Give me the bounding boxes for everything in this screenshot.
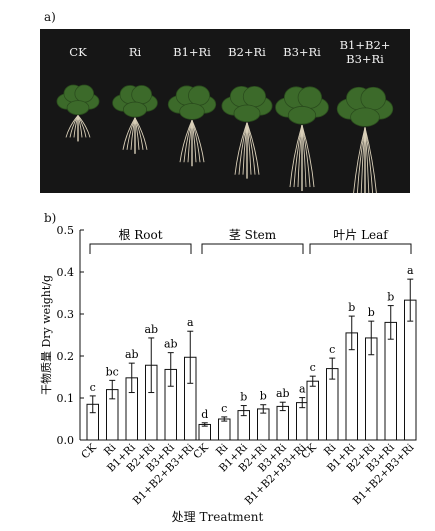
panel-b-label: b) xyxy=(44,211,57,225)
significance-letter: a xyxy=(187,316,194,329)
x-axis-title: 处理 Treatment xyxy=(171,510,264,524)
significance-letter: ab xyxy=(125,348,139,361)
y-tick-label: 0.5 xyxy=(57,224,75,237)
significance-letter: c xyxy=(90,381,96,394)
significance-letter: ab xyxy=(164,338,178,351)
plant-photo: CK Ri B1+Ri B2+Ri B3+Ri B1+B2+ B3+Ri xyxy=(40,29,410,193)
treatment-label: Ri xyxy=(128,45,142,59)
group-bracket xyxy=(89,243,192,254)
treatment-label: B1+Ri xyxy=(173,45,211,59)
bar xyxy=(218,418,231,441)
y-tick-label: 0.4 xyxy=(57,266,75,279)
treatment-label: B2+Ri xyxy=(228,45,266,59)
group-label: 茎 Stem xyxy=(229,228,277,242)
treatment-label: B1+B2+ B3+Ri xyxy=(339,38,391,66)
significance-letter: c xyxy=(329,343,335,356)
dry-weight-bar-chart: 0.0 0.1 0.2 0.3 0.4 0.5 干物质量 Dry weight/g 根 Roo… xyxy=(39,224,417,505)
significance-letter: a xyxy=(407,264,414,277)
significance-letter: c xyxy=(310,361,316,374)
bar xyxy=(306,380,319,441)
significance-letter: ab xyxy=(144,323,158,336)
treatment-label: CK xyxy=(69,45,87,59)
plant-image xyxy=(112,85,158,154)
significance-letter: c xyxy=(221,402,227,415)
y-axis-title: 干物质量 Dry weight/g xyxy=(39,275,53,395)
significance-letter: b xyxy=(368,306,375,319)
significance-letter: b xyxy=(260,390,267,403)
bar xyxy=(276,405,289,441)
y-tick-label: 0.3 xyxy=(57,308,75,321)
plant-image xyxy=(56,84,100,142)
significance-letter: a xyxy=(299,383,306,396)
group-label: 根 Root xyxy=(118,228,162,242)
significance-letter: d xyxy=(201,408,208,421)
significance-letter: bc xyxy=(106,365,119,378)
plant-image xyxy=(275,86,329,192)
plant-image xyxy=(336,86,394,193)
y-tick-label: 0.1 xyxy=(57,392,75,405)
group-label: 叶片 Leaf xyxy=(333,228,389,242)
significance-letter: b xyxy=(240,391,247,404)
group-bracket xyxy=(309,243,412,254)
y-tick-label: 0.0 xyxy=(57,434,75,447)
significance-letter: b xyxy=(348,301,355,314)
significance-letter: b xyxy=(387,291,394,304)
panel-a-label: a) xyxy=(44,10,56,24)
group-bracket xyxy=(201,243,304,254)
x-tick-label: CK xyxy=(191,442,211,462)
significance-letter: ab xyxy=(276,387,290,400)
plant-image xyxy=(221,85,273,179)
bar xyxy=(296,402,309,441)
bar xyxy=(384,321,397,441)
treatment-label: B3+Ri xyxy=(283,45,321,59)
y-tick-label: 0.2 xyxy=(57,350,75,363)
bar xyxy=(198,423,211,441)
plant-image xyxy=(167,85,217,167)
x-tick-label: CK xyxy=(79,442,99,462)
